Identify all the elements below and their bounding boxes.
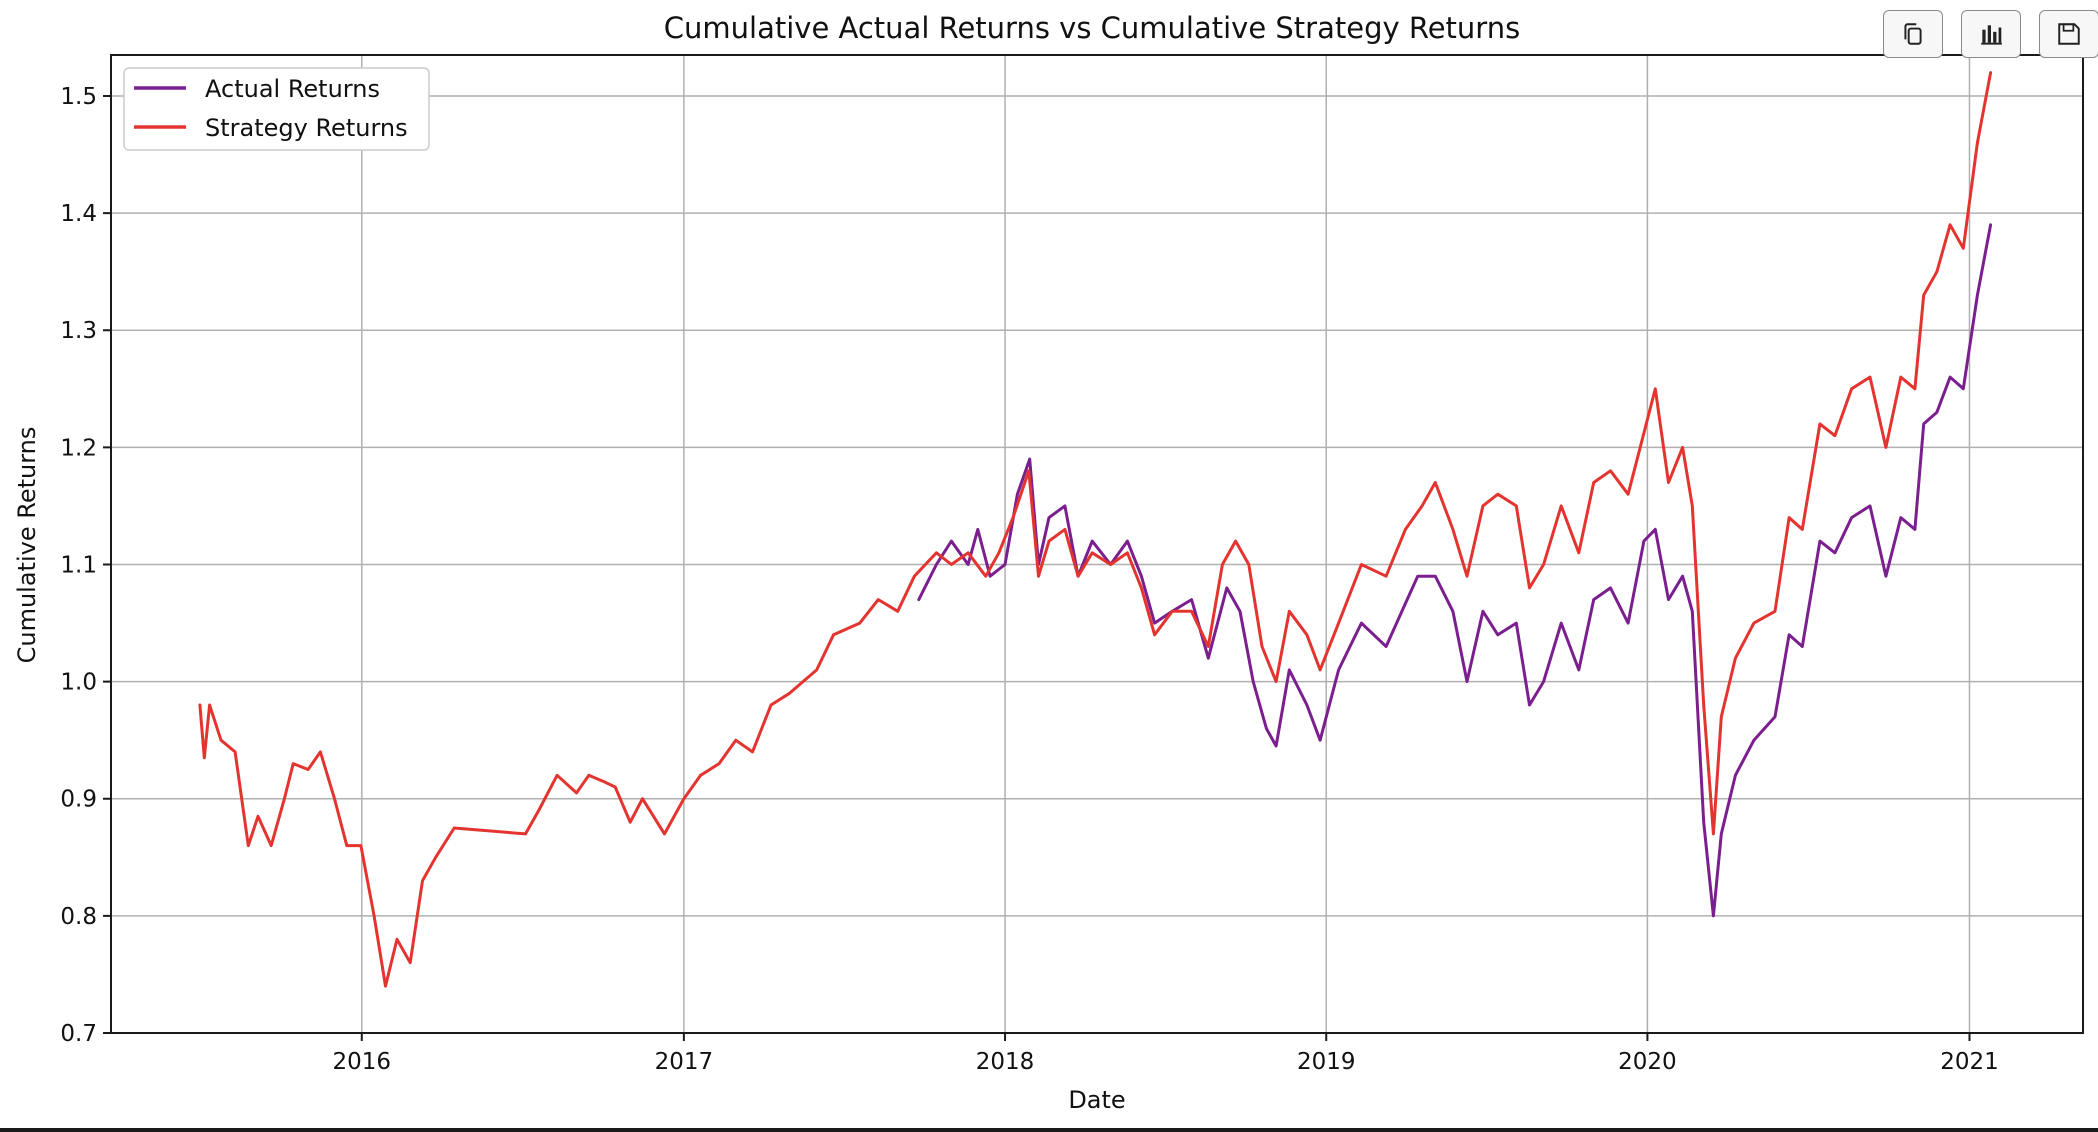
y-tick-label: 1.4 [60, 201, 97, 227]
bottom-rule [0, 1128, 2098, 1132]
y-tick-label: 1.2 [60, 435, 97, 461]
toolbar [1883, 10, 2098, 60]
plot-frame [110, 54, 2084, 1034]
legend: Actual Returns Strategy Returns [123, 67, 430, 151]
x-tick-label: 2019 [1297, 1049, 1356, 1075]
x-tick-label: 2016 [333, 1049, 392, 1075]
legend-label-actual: Actual Returns [205, 75, 380, 103]
y-tick-label: 0.7 [60, 1021, 97, 1047]
x-axis: 2016 2017 2018 2019 2020 2021 [333, 1033, 1999, 1075]
y-tick-label: 1.0 [60, 670, 97, 696]
series-line-1 [198, 71, 1993, 988]
grid [111, 55, 2083, 1034]
save-button[interactable] [2039, 10, 2098, 58]
legend-label-strategy: Strategy Returns [205, 114, 408, 142]
x-tick-label: 2020 [1618, 1049, 1677, 1075]
x-tick-label: 2017 [655, 1049, 714, 1075]
y-tick-label: 1.3 [60, 318, 97, 344]
y-axis-label: Cumulative Returns [13, 427, 41, 664]
x-tick-label: 2018 [976, 1049, 1035, 1075]
chart-button[interactable] [1961, 10, 2021, 58]
y-tick-label: 1.1 [60, 552, 97, 578]
series-layer [198, 71, 1993, 988]
save-icon [2058, 23, 2080, 45]
x-tick-label: 2021 [1940, 1049, 1999, 1075]
chart-title: Cumulative Actual Returns vs Cumulative … [664, 11, 1520, 45]
y-tick-label: 0.9 [60, 787, 97, 813]
y-tick-label: 0.8 [60, 904, 97, 930]
copy-button[interactable] [1883, 10, 1943, 58]
x-axis-label: Date [1068, 1086, 1125, 1114]
bar-chart-icon [1981, 25, 2002, 45]
y-axis: 0.7 0.8 0.9 1.0 1.1 1.2 1.3 1.4 1.5 [60, 84, 111, 1047]
copy-icon [1904, 23, 1922, 45]
y-tick-label: 1.5 [60, 84, 97, 110]
legend-box [123, 67, 430, 151]
